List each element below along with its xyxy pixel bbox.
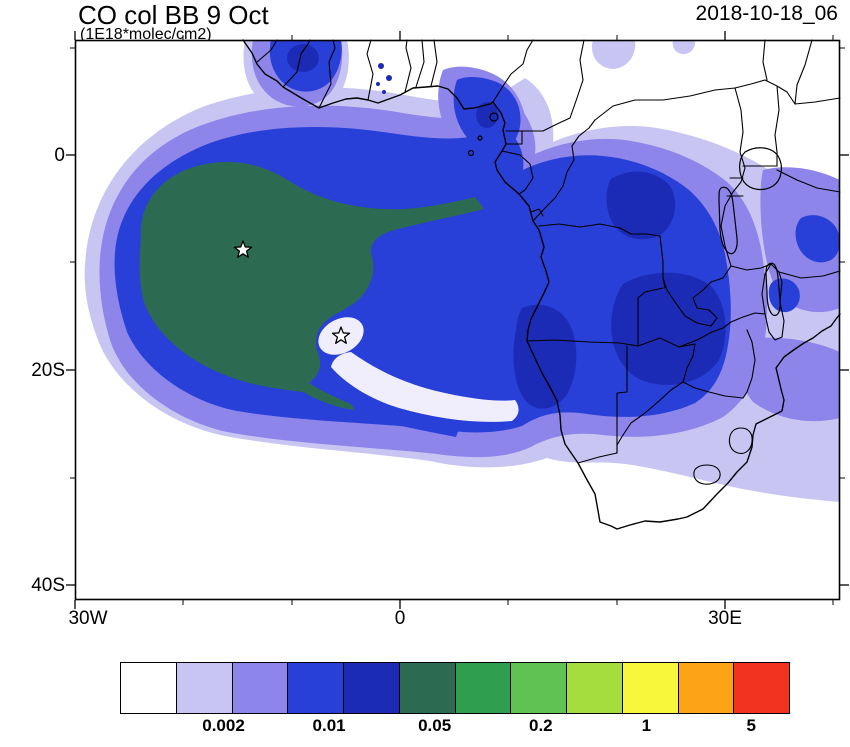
datetime-label: 2018-10-18_06 [695,2,838,25]
page-title: CO col BB 9 Oct [78,0,269,30]
colorbar-cell [622,663,679,713]
coastline [242,39,841,530]
islands [467,112,499,157]
colorbar-cell [455,663,512,713]
contour-green-core [139,162,485,410]
lake-victoria [739,147,783,191]
xtick-0: 0 [394,608,406,629]
island-principe [477,135,483,141]
colorbar [120,662,790,714]
colorbar-cell [344,663,400,713]
border-eswatini [728,427,753,454]
units-label: (1E18*molec/cm2) [80,26,212,43]
colorbar-cell [399,663,456,713]
colorbar-cell [121,663,177,713]
xtick-30w: 30W [68,608,108,629]
colorbar-labels: 0.002 0.01 0.05 0.2 1 5 [120,716,788,740]
island-bioko [489,112,499,122]
colorbar-cell [232,663,289,713]
xtick-30e: 30E [708,608,742,629]
colorbar-label: 0.01 [312,716,346,735]
border-lesotho [693,464,721,485]
map-svg [66,31,849,609]
colorbar-label: 1 [641,716,652,735]
colorbar-cell [567,663,623,713]
contour-darkblue [287,44,726,409]
colorbar-cell [176,663,233,713]
colorbar-cell [734,663,789,713]
plot-frame [74,39,841,601]
colorbar-cell [678,663,735,713]
star-marker-1 [233,240,253,258]
colorbar-label: 5 [746,716,756,735]
colorbar-cell [288,663,344,713]
axis-ticks [66,31,849,609]
colorbar-label: 0.002 [202,716,245,735]
ytick-0: 0 [54,145,65,166]
colorbar-label: 0.05 [418,716,452,735]
island-sao-tome [467,149,475,157]
ytick-20s: 20S [31,360,65,381]
colorbar-label: 0.2 [529,716,553,735]
star-marker-2 [331,326,351,344]
colorbar-cell [511,663,567,713]
ytick-40s: 40S [31,575,65,596]
country-borders [256,39,841,485]
